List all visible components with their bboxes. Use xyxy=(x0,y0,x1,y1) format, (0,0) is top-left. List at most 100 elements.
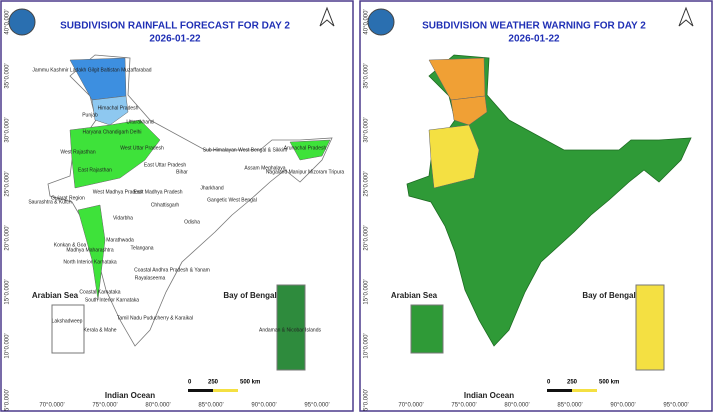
latitude-label: 20°0.000' xyxy=(5,225,11,250)
latitude-label: 15°0.000' xyxy=(5,279,11,304)
region-label: East Uttar Pradesh xyxy=(144,162,186,168)
latitude-label: 40°0.000' xyxy=(5,9,11,34)
lakshadweep-box xyxy=(51,304,85,354)
sea-label: Indian Ocean xyxy=(464,391,514,400)
longitude-label: 95°0.000' xyxy=(663,403,688,409)
region-label: Andaman & Nicobar Islands xyxy=(259,327,321,333)
latitude-label: 30°0.000' xyxy=(5,117,11,142)
latitude-label: 30°0.000' xyxy=(364,117,370,142)
longitude-label: 95°0.000' xyxy=(304,403,329,409)
north-arrow xyxy=(319,6,335,27)
region-label: South Interior Karnataka xyxy=(85,297,139,303)
longitude-label: 70°0.000' xyxy=(39,403,64,409)
region-label: East Rajasthan xyxy=(78,167,112,173)
region-label: Rayalaseema xyxy=(135,275,166,281)
longitude-label: 70°0.000' xyxy=(398,403,423,409)
latitude-label: 25°0.000' xyxy=(364,171,370,196)
region-label: West Madhya Pradesh xyxy=(93,189,144,195)
region-label: Assam Meghalaya xyxy=(244,165,285,171)
region-label: East Madhya Pradesh xyxy=(133,189,182,195)
latitude-label: 5°0.000' xyxy=(364,389,370,411)
sea-label: Bay of Bengal xyxy=(582,291,635,300)
latitude-label: 35°0.000' xyxy=(364,63,370,88)
region-label: Odisha xyxy=(184,219,200,225)
region-label: Jharkhand xyxy=(200,185,224,191)
scale-label: 0 xyxy=(188,380,192,386)
scale-label: 250 xyxy=(208,380,219,386)
warning-panel: SUBDIVISION WEATHER WARNING FOR DAY 2 202… xyxy=(359,0,713,412)
lakshadweep-box xyxy=(410,304,444,354)
region-label: Gangetic West Bengal xyxy=(207,197,257,203)
region-label: Coastal Karnataka xyxy=(79,289,120,295)
north-green-region xyxy=(69,119,161,189)
region-label: Coastal Andhra Pradesh & Yanam xyxy=(134,267,210,273)
sea-label: Indian Ocean xyxy=(105,391,155,400)
latitude-label: 40°0.000' xyxy=(364,9,370,34)
panel-date: 2026-01-22 xyxy=(149,34,201,45)
panel-title: SUBDIVISION WEATHER WARNING FOR DAY 2 xyxy=(422,21,646,32)
region-label: Konkan & Goa xyxy=(54,242,87,248)
west-green-region xyxy=(77,204,106,301)
andaman-box xyxy=(635,284,665,371)
region-label: Lakshadweep xyxy=(52,318,83,324)
region-label: Kerala & Mahe xyxy=(83,327,116,333)
rajasthan-region xyxy=(428,124,480,189)
region-label: Arunachal Pradesh xyxy=(284,145,327,151)
logo xyxy=(367,8,395,36)
scale-label: 500 km xyxy=(240,380,260,386)
latitude-label: 25°0.000' xyxy=(5,171,11,196)
longitude-label: 85°0.000' xyxy=(557,403,582,409)
sea-label: Arabian Sea xyxy=(391,291,438,300)
region-label: Punjab xyxy=(82,112,98,118)
panel-title: SUBDIVISION RAINFALL FORECAST FOR DAY 2 xyxy=(60,21,290,32)
region-label: Nagaland Manipur Mizoram Tripura xyxy=(266,169,345,175)
latitude-label: 5°0.000' xyxy=(5,389,11,411)
region-label: Sub Himalayan West Bengal & Sikkim xyxy=(203,147,287,153)
longitude-label: 80°0.000' xyxy=(504,403,529,409)
region-label: Marathwada xyxy=(106,237,134,243)
longitude-label: 80°0.000' xyxy=(145,403,170,409)
latitude-label: 10°0.000' xyxy=(364,333,370,358)
scale-label: 250 xyxy=(567,380,578,386)
region-label: Madhya Maharashtra xyxy=(66,247,113,253)
scale-bar xyxy=(213,389,238,392)
region-label: Jammu Kashmir Ladakh Gilgit Baltistan Mu… xyxy=(32,67,151,73)
panel-date: 2026-01-22 xyxy=(508,34,560,45)
longitude-label: 75°0.000' xyxy=(451,403,476,409)
region-label: Chhattisgarh xyxy=(151,202,180,208)
region-label: Uttarakhand xyxy=(126,119,153,125)
longitude-label: 85°0.000' xyxy=(198,403,223,409)
sea-label: Bay of Bengal xyxy=(223,291,276,300)
longitude-label: 90°0.000' xyxy=(251,403,276,409)
andaman-box xyxy=(276,284,306,371)
latitude-label: 35°0.000' xyxy=(5,63,11,88)
hp-punjab-region xyxy=(91,95,129,126)
region-label: Telangana xyxy=(130,245,153,251)
sea-label: Arabian Sea xyxy=(32,291,79,300)
rainfall-panel: SUBDIVISION RAINFALL FORECAST FOR DAY 2 2… xyxy=(0,0,354,412)
region-label: North Interior Karnataka xyxy=(63,259,117,265)
logo xyxy=(8,8,36,36)
region-label: Himachal Pradesh xyxy=(98,105,139,111)
longitude-label: 75°0.000' xyxy=(92,403,117,409)
region-label: West Rajasthan xyxy=(60,149,95,155)
longitude-label: 90°0.000' xyxy=(610,403,635,409)
north-arrow xyxy=(678,6,694,27)
latitude-label: 20°0.000' xyxy=(364,225,370,250)
region-label: Saurashtra & Kutch xyxy=(28,199,72,205)
hp-punjab-region xyxy=(450,95,488,126)
india-outline xyxy=(406,54,692,347)
region-label: Gujarat Region xyxy=(51,195,85,201)
scale-label: 500 km xyxy=(599,380,619,386)
scale-bar xyxy=(572,389,597,392)
region-label: Tamil Nadu Puducherry & Karaikal xyxy=(117,315,193,321)
latitude-label: 10°0.000' xyxy=(5,333,11,358)
region-label: Vidarbha xyxy=(113,215,133,221)
latitude-label: 15°0.000' xyxy=(364,279,370,304)
scale-label: 0 xyxy=(547,380,551,386)
region-label: Bihar xyxy=(176,169,188,175)
region-label: West Uttar Pradesh xyxy=(120,145,164,151)
northeast-green-region xyxy=(289,139,331,161)
